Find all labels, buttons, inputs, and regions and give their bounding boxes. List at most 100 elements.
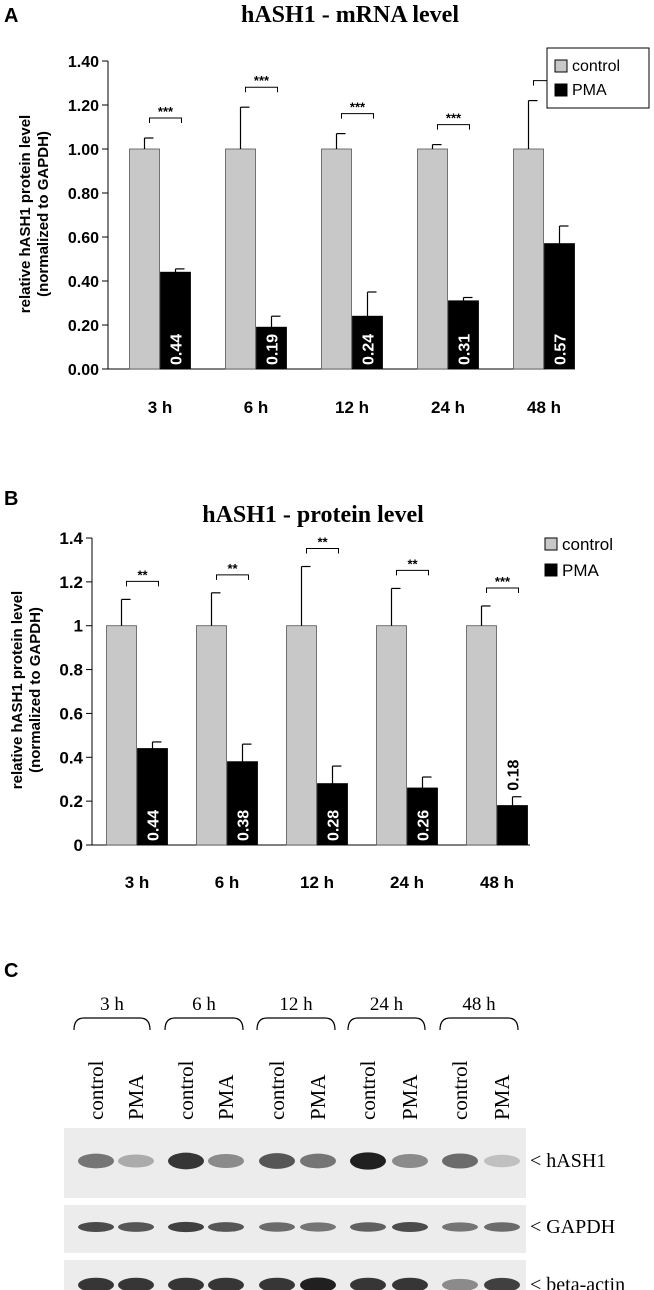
panel-letter-b: B — [4, 488, 18, 510]
panel-letter-c: C — [4, 960, 18, 982]
time-group-label: 48 h — [462, 994, 496, 1015]
time-group-label: 6 h — [192, 994, 216, 1015]
lane-label: PMA — [124, 1074, 148, 1120]
chart-protein: B hASH1 - protein level relative hASH1 p… — [4, 488, 649, 892]
blot-band — [78, 1153, 114, 1169]
lane-labels: control PMA control PMA control PMA control PMA… — [84, 1060, 514, 1120]
blot-band — [118, 1277, 154, 1290]
time-group-bracket — [439, 1017, 519, 1031]
significance-marker: ** — [137, 567, 148, 582]
blot-band — [350, 1277, 386, 1290]
value-label-pma: 0.26 — [416, 810, 433, 841]
y-tick-label: 0.6 — [59, 704, 83, 723]
y-tick-label: 0.60 — [68, 230, 99, 247]
bar-pma — [544, 243, 575, 370]
y-tick-label: 1.20 — [68, 98, 99, 115]
bar-control — [286, 625, 317, 846]
time-group-bracket — [73, 1017, 151, 1031]
legend: control PMA — [537, 528, 649, 588]
blot-band — [484, 1154, 520, 1168]
lane-label: control — [448, 1060, 472, 1120]
blot-band — [442, 1222, 478, 1232]
bar-control — [321, 148, 352, 370]
blot-band — [78, 1277, 114, 1290]
time-group-bracket — [256, 1017, 336, 1031]
category-label: 12 h — [300, 873, 334, 892]
blot-band — [442, 1153, 478, 1169]
y-tick-label: 0.80 — [68, 186, 99, 203]
significance-marker: *** — [350, 100, 366, 115]
y-tick-label: 1.40 — [68, 54, 99, 71]
significance-marker: *** — [254, 73, 270, 88]
legend: control PMA — [546, 47, 650, 109]
significance-bracket — [396, 569, 429, 576]
legend-label-control: control — [572, 58, 620, 75]
lane-label: control — [265, 1060, 289, 1120]
category-label: 48 h — [480, 873, 514, 892]
y-axis-label-line-1: relative hASH1 protein level — [17, 115, 34, 313]
category-label: 48 h — [527, 398, 561, 417]
bar-pma — [256, 326, 287, 370]
y-tick-label: 0.2 — [59, 792, 83, 811]
bar-control — [513, 148, 544, 370]
y-tick-label: 0.20 — [68, 318, 99, 335]
value-label-pma: 0.44 — [146, 810, 163, 841]
lane-label: control — [174, 1060, 198, 1120]
category-label: 3 h — [125, 873, 150, 892]
bar-control — [106, 625, 137, 846]
value-label-pma: 0.24 — [361, 334, 378, 365]
significance-marker: *** — [446, 111, 462, 126]
blot-band — [168, 1152, 204, 1170]
blot-band — [442, 1278, 478, 1290]
y-axis-label: relative hASH1 protein level (normalized… — [17, 115, 52, 313]
time-group-label: 12 h — [279, 994, 313, 1015]
bar-pma — [137, 748, 168, 846]
y-tick-label: 0.40 — [68, 274, 99, 291]
significance-bracket — [216, 574, 249, 580]
value-label-pma: 0.28 — [326, 810, 343, 841]
blot-band — [484, 1277, 520, 1290]
bars: 0.44***0.19***0.24***0.31***0.57* — [129, 67, 575, 370]
category-labels: 3 h 6 h 12 h 24 h 48 h — [125, 873, 514, 892]
significance-marker: ** — [407, 556, 418, 571]
y-tick-label: 1.4 — [59, 529, 83, 548]
category-label: 6 h — [215, 873, 240, 892]
value-label-pma: 0.31 — [457, 334, 474, 365]
significance-marker: ** — [227, 561, 238, 576]
y-tick-label: 0 — [74, 836, 83, 855]
blot-band — [208, 1222, 244, 1232]
bar-control — [466, 625, 497, 846]
blot-row-label: < GAPDH — [530, 1216, 615, 1238]
significance-bracket — [306, 548, 339, 554]
blot-row-label: < beta-actin — [530, 1274, 625, 1290]
y-tick-label: 1.00 — [68, 142, 99, 159]
blot-band — [259, 1277, 295, 1290]
legend-swatch-pma — [554, 83, 568, 97]
lane-label: PMA — [490, 1074, 514, 1120]
legend-swatch-control — [544, 537, 558, 551]
value-label-pma: 0.44 — [169, 334, 186, 365]
bar-pma — [160, 271, 191, 370]
time-group-bracket — [164, 1017, 244, 1031]
legend-label-control: control — [562, 535, 613, 554]
blot-band — [484, 1222, 520, 1232]
time-group-bracket — [347, 1017, 426, 1031]
blot-band — [259, 1222, 295, 1232]
value-label-pma: 0.19 — [265, 334, 282, 365]
y-tick-label: 0.8 — [59, 661, 83, 680]
blot-band — [208, 1277, 244, 1290]
y-tick-label: 1.2 — [59, 573, 83, 592]
value-label-pma: 0.18 — [506, 760, 523, 791]
blot-band — [350, 1152, 386, 1170]
category-label: 6 h — [244, 398, 269, 417]
y-tick-label: 0.4 — [59, 748, 83, 767]
lane-label: control — [84, 1060, 108, 1120]
y-axis-label: relative hASH1 protein level (normalized… — [9, 591, 44, 789]
lane-label: PMA — [214, 1074, 238, 1120]
y-tick-label: 1 — [74, 617, 83, 636]
category-label: 24 h — [390, 873, 424, 892]
legend-label-pma: PMA — [572, 82, 607, 99]
significance-bracket — [341, 113, 374, 119]
bar-pma — [352, 315, 383, 370]
